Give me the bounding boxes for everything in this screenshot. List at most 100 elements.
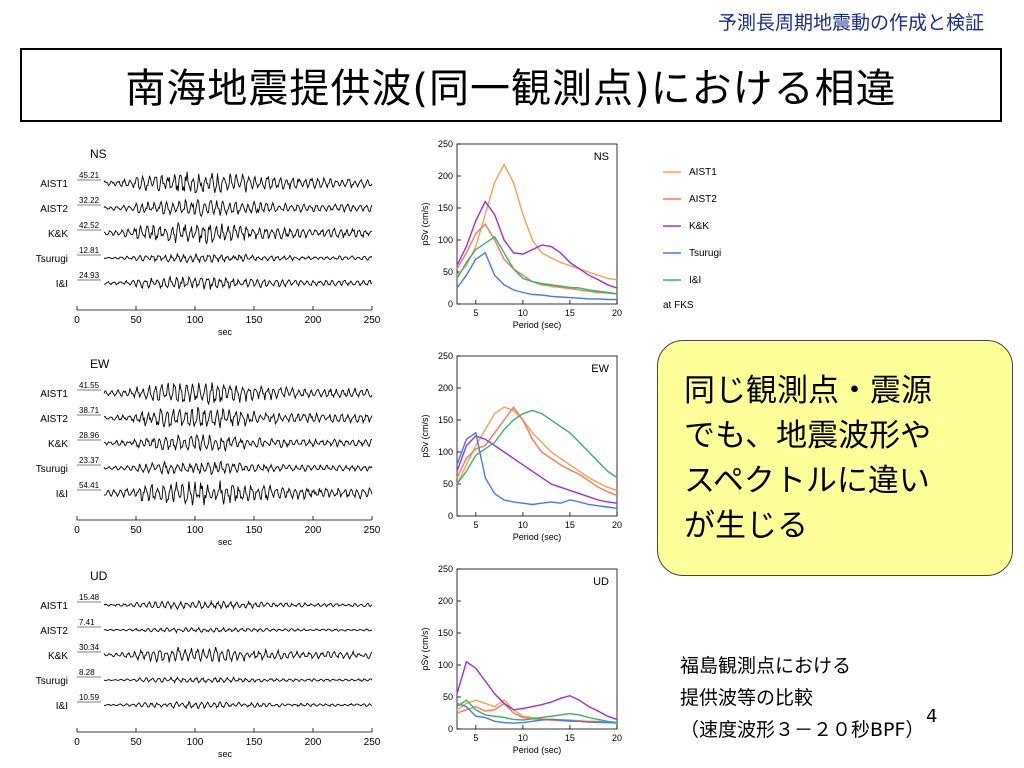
station-label: AIST2: [40, 414, 68, 425]
peak-value: 32.22: [79, 196, 100, 205]
waveform-panel-ns: NS AIST1 45.21 AIST2 32.22 K&K 42.52 Tsurugi 12.…: [36, 147, 381, 337]
slide-title-box: 南海地震提供波(同一観測点)における相違: [20, 48, 1002, 122]
station-label: K&K: [48, 229, 68, 240]
y-tick-label: 250: [438, 139, 453, 149]
y-tick-label: 250: [438, 564, 453, 574]
station-label: AIST1: [40, 179, 68, 190]
peak-value: 30.34: [79, 643, 100, 652]
peak-value: 24.93: [79, 271, 100, 280]
y-tick-label: 200: [438, 383, 453, 393]
waveform-trace: [103, 433, 373, 453]
y-axis-label: pSv (cm/s): [420, 627, 430, 670]
peak-value: 23.37: [79, 456, 100, 465]
time-tick-label: 150: [246, 525, 263, 536]
time-tick-label: 50: [130, 315, 142, 326]
waveform-trace: [103, 252, 373, 264]
chart-title: EW: [591, 363, 609, 375]
y-tick-label: 100: [438, 447, 453, 457]
spectrum-legend: AIST1 AIST2 K&K Tsurugi I&I at FKS: [663, 167, 721, 311]
legend-label: Tsurugi: [689, 248, 721, 259]
time-axis-label: sec: [218, 749, 233, 759]
waveform-trace: [103, 406, 373, 429]
y-tick-label: 50: [443, 692, 453, 702]
x-tick-label: 15: [565, 733, 575, 743]
callout-line: でも、地震波形や: [684, 418, 932, 454]
callout-box: 同じ観測点・震源 でも、地震波形や スペクトルに違い が生じる: [657, 340, 1013, 576]
peak-value: 54.41: [79, 481, 100, 490]
series-line-kk: [456, 200, 618, 289]
y-tick-label: 150: [438, 628, 453, 638]
caption-line: 福島観測点における: [680, 655, 852, 677]
time-tick-label: 0: [74, 315, 80, 326]
time-tick-label: 0: [74, 737, 80, 748]
y-tick-label: 0: [448, 724, 453, 734]
waveform-panel-ew: EW AIST1 41.55 AIST2 38.71 K&K 28.96 Tsurugi 23.…: [36, 357, 381, 547]
peak-value: 8.28: [79, 668, 95, 677]
y-tick-label: 100: [438, 235, 453, 245]
slide-title: 南海地震提供波(同一観測点)における相違: [125, 66, 897, 112]
peak-value: 12.81: [79, 246, 100, 255]
series-line-aist1: [456, 163, 618, 281]
y-tick-label: 0: [448, 299, 453, 309]
y-tick-label: 250: [438, 351, 453, 361]
x-axis-label: Period (sec): [513, 532, 562, 542]
page-number: 4: [926, 706, 938, 727]
component-label: EW: [90, 357, 110, 371]
x-axis-label: Period (sec): [513, 745, 562, 755]
y-tick-label: 100: [438, 660, 453, 670]
series-line-kk: [456, 435, 618, 504]
figure-caption: 福島観測点における 提供波等の比較 （速度波形３－２０秒BPF）: [680, 650, 924, 746]
time-tick-label: 250: [364, 737, 381, 748]
y-tick-label: 150: [438, 415, 453, 425]
station-label: AIST1: [40, 601, 68, 612]
time-tick-label: 50: [130, 737, 142, 748]
spectrum-chart-ud: 0 50 100 150 200 250 5 10 15 20 Period (sec) pSv (c…: [420, 564, 622, 755]
waveform-trace: [103, 480, 373, 506]
callout-line: が生じる: [684, 508, 808, 544]
time-tick-label: 200: [305, 525, 322, 536]
x-tick-label: 15: [565, 520, 575, 530]
legend-label: AIST1: [689, 167, 717, 178]
time-tick-label: 100: [187, 315, 204, 326]
series-line-aist1: [456, 406, 618, 492]
spectrum-chart-ew: 0 50 100 150 200 250 5 10 15 20 Period (sec) pSv (c…: [420, 351, 622, 542]
presentation-header: 予測長周期地震動の作成と検証: [717, 12, 984, 34]
legend-note: at FKS: [663, 300, 694, 311]
time-tick-label: 100: [187, 525, 204, 536]
time-tick-label: 100: [187, 737, 204, 748]
x-tick-label: 10: [518, 308, 528, 318]
waveform-trace: [103, 221, 372, 245]
station-label: AIST2: [40, 626, 68, 637]
time-tick-label: 0: [74, 525, 80, 536]
peak-value: 42.52: [79, 221, 100, 230]
waveform-trace: [103, 646, 373, 664]
x-axis-label: Period (sec): [513, 320, 562, 330]
time-axis-label: sec: [218, 537, 233, 547]
station-label: I&I: [56, 489, 68, 500]
plot-frame: [456, 143, 618, 305]
series-line-aist2: [456, 406, 618, 497]
waveform-trace: [103, 198, 373, 218]
station-label: Tsurugi: [36, 676, 68, 687]
waveform-trace: [103, 599, 373, 611]
series-line-tsurugi: [456, 702, 617, 724]
y-tick-label: 200: [438, 171, 453, 181]
x-tick-label: 10: [518, 520, 528, 530]
legend-label: K&K: [689, 221, 709, 232]
time-axis-label: sec: [218, 327, 233, 337]
time-tick-label: 150: [246, 315, 263, 326]
peak-value: 38.71: [79, 406, 100, 415]
station-label: Tsurugi: [36, 464, 68, 475]
station-label: I&I: [56, 701, 68, 712]
legend-label: AIST2: [689, 194, 717, 205]
peak-value: 7.41: [79, 618, 95, 627]
x-tick-label: 5: [473, 520, 478, 530]
peak-value: 41.55: [79, 381, 100, 390]
x-tick-label: 15: [565, 308, 575, 318]
x-tick-label: 10: [518, 733, 528, 743]
chart-title: UD: [593, 576, 609, 588]
series-line-tsurugi: [456, 251, 617, 301]
waveform-trace: [103, 700, 373, 710]
caption-line: 提供波等の比較: [680, 687, 814, 709]
waveform-trace: [103, 460, 373, 476]
